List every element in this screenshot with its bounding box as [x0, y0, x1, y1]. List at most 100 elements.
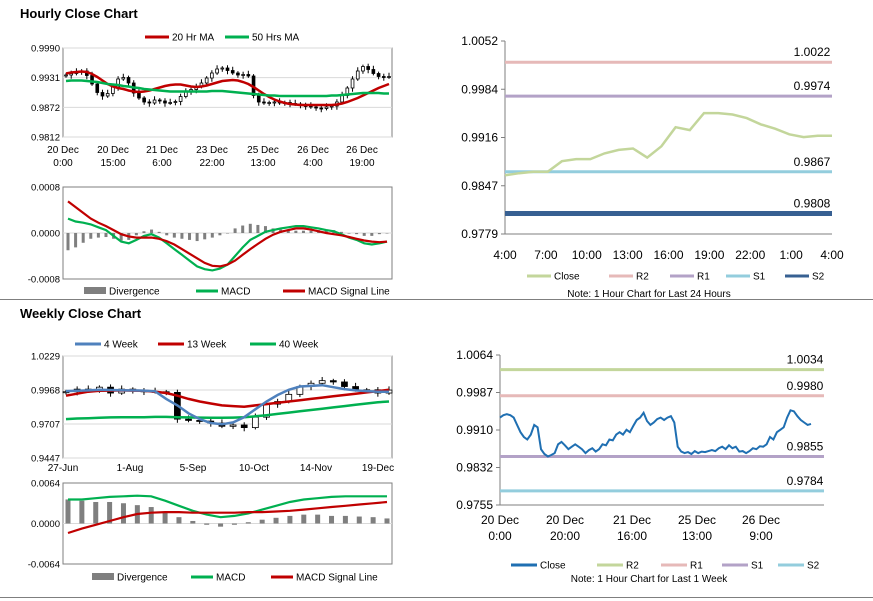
weekly-macd-y-tick: 0.0064 [31, 479, 60, 490]
weekly-pivot-close-line [499, 409, 812, 458]
hourly-macd-y-tick: 0.0000 [31, 229, 60, 240]
hourly-macd-divergence-bar [385, 233, 389, 234]
hourly-candles-candle-body [173, 101, 178, 103]
weekly-macd-divergence-bar [218, 523, 224, 527]
hourly-candles-candle-body [137, 92, 141, 99]
hourly-macd-divergence-bar [377, 233, 381, 235]
hourly-macd-divergence-bar [195, 233, 199, 242]
hourly-macd-signal-line [67, 200, 388, 268]
weekly-candles-candle-body [341, 381, 348, 387]
weekly-macd-divergence-bar [315, 514, 321, 524]
hourly-candles-candle-body [178, 96, 183, 102]
hourly-macd-legend-divergence-label: Divergence [109, 287, 160, 298]
weekly-pivot-y-tick: 0.9910 [456, 423, 493, 437]
hourly-macd-divergence-bar [355, 233, 359, 235]
weekly-macd-divergence-bar [273, 517, 279, 524]
hourly-x-tick-time: 15:00 [100, 158, 125, 169]
hourly-pivot-legend-r2-label: R2 [636, 272, 649, 283]
section-divider [0, 299, 873, 300]
hourly-candles-candle-body [95, 83, 100, 93]
hourly-macd-divergence-bar [89, 233, 93, 239]
hourly-candles-candle-body [220, 67, 225, 70]
weekly-macd-divergence-bar [287, 515, 293, 524]
hourly-pivot-legend-close-label: Close [554, 272, 580, 283]
weekly-pivot-legend-close-label: Close [540, 561, 566, 572]
hourly-candles-candle-body [267, 102, 271, 104]
hourly-section-title: Hourly Close Chart [20, 6, 138, 21]
hourly-macd-divergence-bar [301, 230, 305, 233]
weekly-pivot-x-tick-time: 9:00 [749, 529, 773, 543]
hourly-candles-candle-body [256, 95, 261, 103]
hourly-candles-y-tick: 0.9872 [31, 103, 60, 114]
hourly-candles-candle-body [241, 74, 245, 76]
weekly-candles-y-tick: 0.9968 [31, 386, 60, 397]
hourly-x-tick-time: 13:00 [250, 158, 275, 169]
hourly-candles-ma50-line [65, 79, 389, 98]
hourly-candles-candle-body [340, 95, 344, 103]
hourly-candles-candle-body [319, 107, 324, 110]
hourly-macd-legend-macd-label: MACD [221, 287, 250, 298]
hourly-macd-legend-divergence-swatch [84, 287, 106, 294]
hourly-candles-candle-body [105, 93, 110, 97]
hourly-macd-y-tick: 0.0008 [31, 183, 60, 194]
hourly-pivot-legend-s2-label: S2 [812, 272, 825, 283]
hourly-macd-divergence-bar [309, 230, 313, 233]
hourly-macd-divergence-bar [203, 233, 207, 240]
weekly-legend-13week-label: 13 Week [187, 340, 227, 351]
weekly-pivot-x-tick-date: 26 Dec [742, 513, 780, 527]
hourly-candles-candle-body [230, 70, 235, 74]
hourly-macd-divergence-bar [370, 233, 374, 236]
hourly-macd-divergence-bar [134, 233, 138, 236]
weekly-candles-candle-body [185, 418, 192, 421]
hourly-macd-divergence-bar [142, 231, 146, 233]
weekly-pivot-x-tick-date: 20 Dec [546, 513, 584, 527]
hourly-candles-candle-body [366, 66, 370, 70]
hourly-macd-divergence-bar [172, 233, 176, 238]
weekly-macd-divergence-bar [120, 503, 126, 524]
hourly-pivot-x-tick: 4:00 [820, 248, 844, 262]
weekly-section-title: Weekly Close Chart [20, 306, 142, 321]
hourly-candles-candle-body [163, 100, 167, 104]
hourly-x-tick-date: 20 Dec [97, 145, 129, 156]
weekly-macd-divergence-bar [148, 507, 154, 524]
weekly-candles-w4-line [65, 383, 389, 426]
hourly-candles-candle-body [246, 74, 251, 77]
weekly-macd-legend-macd-label: MACD [216, 573, 245, 584]
hourly-x-tick-time: 22:00 [199, 158, 224, 169]
weekly-candles-candle-body [229, 424, 237, 427]
hourly-macd-divergence-bar [347, 233, 351, 234]
hourly-candles-candle-body [371, 69, 376, 74]
hourly-x-tick-date: 20 Dec [47, 145, 79, 156]
hourly-macd-divergence-bar [263, 226, 267, 233]
hourly-macd-divergence-bar [188, 233, 192, 240]
hourly-legend-ma20-label: 20 Hr MA [172, 33, 215, 44]
hourly-macd-divergence-bar [104, 233, 108, 238]
hourly-x-tick-date: 26 Dec [346, 145, 378, 156]
hourly-macd-divergence-bar [233, 228, 237, 233]
hourly-candles-candle-body [355, 70, 360, 80]
hourly-pivot-y-tick: 0.9779 [461, 227, 498, 241]
hourly-macd-divergence-bar [218, 233, 222, 236]
weekly-macd-y-tick: -0.0064 [28, 560, 60, 571]
hourly-macd-divergence-bar [248, 223, 252, 233]
weekly-macd-legend-divergence-label: Divergence [117, 573, 168, 584]
weekly-pivot-y-tick: 0.9987 [456, 386, 493, 400]
weekly-pivot-s1-level-label: 0.9855 [787, 439, 824, 453]
hourly-macd-divergence-bar [119, 233, 123, 241]
weekly-pivot-x-tick-date: 25 Dec [678, 513, 716, 527]
hourly-candles-candle-body [142, 97, 146, 103]
hourly-candles-candle-body [381, 76, 386, 78]
weekly-x-tick: 27-Jun [48, 463, 79, 474]
hourly-candles-candle-body [361, 66, 365, 72]
weekly-macd-macd-line [68, 494, 387, 519]
weekly-pivot-x-tick-time: 16:00 [617, 529, 647, 543]
hourly-candles-y-tick: 0.9931 [31, 73, 60, 84]
hourly-candles-candle-body [215, 68, 219, 74]
hourly-pivot-y-tick: 0.9847 [461, 179, 498, 193]
hourly-candles-candle-body [376, 73, 381, 77]
weekly-macd-signal-line [67, 500, 388, 535]
hourly-candles-candle-body [204, 77, 209, 84]
weekly-legend-4week-label: 4 Week [104, 340, 139, 351]
hourly-candles-candle-body [64, 74, 68, 77]
weekly-pivot-y-tick: 0.9832 [456, 461, 493, 475]
